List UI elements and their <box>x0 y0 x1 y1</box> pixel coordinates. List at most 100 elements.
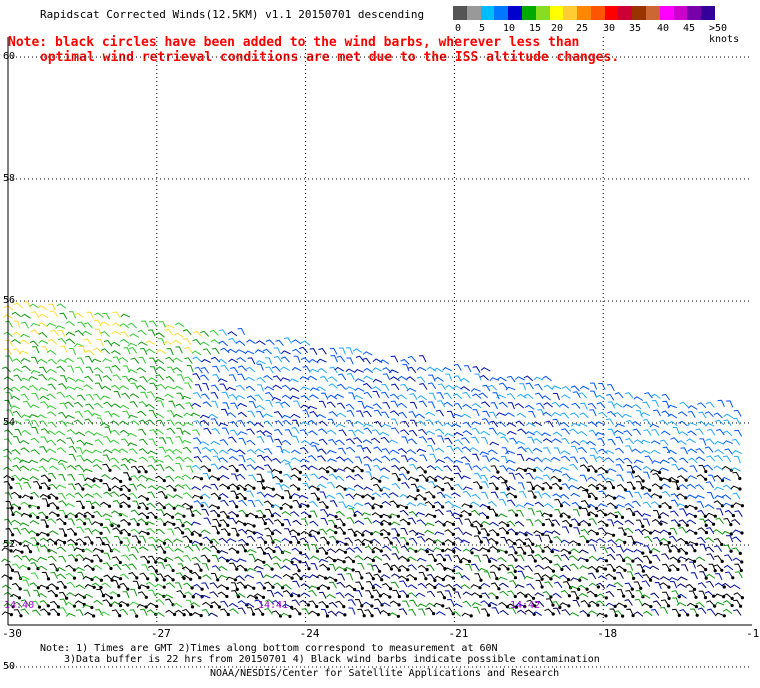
wind-barb <box>398 411 408 419</box>
wind-barb <box>606 553 616 561</box>
wind-barb <box>515 467 526 472</box>
contamination-circle <box>531 486 535 491</box>
wind-barb <box>560 554 570 561</box>
wind-barb <box>120 438 130 445</box>
wind-barb <box>345 487 356 491</box>
wind-barb <box>236 492 246 499</box>
wind-barb <box>346 517 355 524</box>
wind-barb <box>201 485 212 489</box>
contamination-circle <box>279 470 283 474</box>
wind-barb <box>416 466 426 473</box>
wind-barb <box>244 602 255 608</box>
wind-barb <box>137 465 147 473</box>
wind-barb <box>64 357 74 363</box>
wind-barb <box>192 356 202 363</box>
wind-barb <box>372 583 382 589</box>
wind-barb <box>264 552 273 560</box>
contamination-circle <box>235 587 239 592</box>
contamination-circle <box>387 532 391 536</box>
wind-barb <box>481 491 489 500</box>
contamination-circle <box>684 496 688 500</box>
wind-barb <box>165 475 175 482</box>
wind-barb <box>561 526 570 534</box>
wind-barb <box>643 545 652 553</box>
wind-barb <box>311 445 319 453</box>
wind-barb <box>409 419 418 427</box>
wind-barb <box>391 472 400 480</box>
wind-barb <box>244 584 255 589</box>
contamination-circle <box>470 551 474 555</box>
wind-barb <box>119 582 129 590</box>
wind-barb <box>473 606 481 614</box>
wind-barb <box>553 536 563 543</box>
wind-barb <box>356 410 364 418</box>
wind-barb <box>671 608 680 616</box>
wind-barb <box>184 376 193 383</box>
wind-barb <box>660 606 668 615</box>
wind-barb <box>480 367 491 372</box>
wind-barb <box>443 401 454 407</box>
wind-barb <box>202 348 212 355</box>
wind-barb <box>434 475 445 480</box>
wind-barb <box>172 339 183 345</box>
wind-barb <box>3 466 13 472</box>
wind-barb <box>542 481 552 489</box>
wind-barb <box>723 440 733 445</box>
wind-barb <box>587 511 597 517</box>
footer-note-2: 3)Data buffer is 22 hrs from 20150701 4)… <box>64 654 600 665</box>
contamination-circle <box>524 533 528 537</box>
contamination-circle <box>288 614 292 619</box>
wind-barb <box>1 611 12 616</box>
wind-barb <box>47 383 57 390</box>
wind-barb <box>317 448 327 455</box>
contamination-circle <box>351 469 355 473</box>
wind-barb <box>353 465 363 472</box>
wind-barb <box>165 465 175 472</box>
wind-barb <box>559 602 570 607</box>
wind-barb <box>731 438 741 446</box>
wind-barb <box>678 526 687 534</box>
wind-barb <box>246 428 255 435</box>
wind-barb <box>705 580 715 588</box>
wind-barb <box>516 509 525 517</box>
wind-barb <box>93 599 103 606</box>
wind-barb <box>271 555 282 562</box>
wind-barb <box>479 374 489 381</box>
wind-barb <box>65 492 76 498</box>
wind-barb <box>345 403 355 410</box>
contamination-circle <box>146 577 150 581</box>
contamination-circle <box>639 586 643 590</box>
wind-barb <box>56 484 67 489</box>
wind-barb <box>164 393 174 399</box>
wind-barb <box>614 392 624 399</box>
contamination-circle <box>135 614 139 618</box>
wind-barb <box>697 420 707 427</box>
wind-barb <box>670 499 679 507</box>
wind-barb <box>19 339 30 345</box>
wind-barb <box>722 608 733 614</box>
wind-barb <box>136 604 147 608</box>
wind-barb <box>587 538 598 544</box>
wind-barb <box>390 355 399 363</box>
wind-barb <box>626 563 634 571</box>
wind-barb <box>131 535 140 543</box>
wind-barb <box>165 598 174 606</box>
wind-barb <box>281 510 292 517</box>
wind-barb <box>182 338 192 345</box>
wind-barb <box>265 339 275 346</box>
wind-barb <box>122 410 131 418</box>
wind-barb <box>28 384 39 391</box>
wind-barb <box>578 576 589 581</box>
wind-barb <box>155 611 165 617</box>
wind-barb <box>65 331 76 336</box>
wind-barb <box>138 419 149 426</box>
wind-barb <box>481 481 489 489</box>
wind-barb <box>136 367 147 373</box>
contamination-circle <box>72 568 76 572</box>
contamination-circle <box>99 523 104 527</box>
wind-barb <box>282 419 292 426</box>
wind-barb <box>218 465 229 471</box>
contamination-circle <box>467 559 472 564</box>
contamination-circle <box>559 514 563 518</box>
contamination-circle <box>342 605 346 609</box>
